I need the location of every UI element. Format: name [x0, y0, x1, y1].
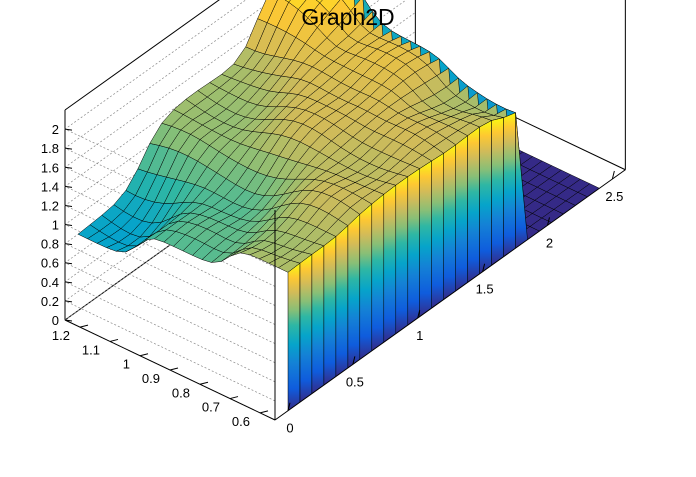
x-tick-label: 1: [416, 328, 423, 343]
x-tick-label: 1.5: [476, 282, 494, 297]
surface-wall-cell: [455, 135, 468, 292]
surface-wall-cell: [443, 144, 456, 300]
surface-wall-cell: [347, 213, 361, 369]
surface-wall-cell: [419, 160, 432, 318]
z-gridline-1: [64, 50, 416, 402]
x-tick-label: 2: [546, 235, 553, 250]
z-tick-mark: [64, 262, 73, 265]
surface-wall-cell: [467, 126, 480, 283]
frame-edge-back-5: [64, 0, 220, 111]
z-tick-label: 0: [52, 313, 59, 328]
z-tick-mark: [64, 224, 73, 227]
surface-cell: [284, 0, 291, 3]
surface-wall-cell: [503, 112, 516, 258]
z-tick-label: 1.8: [41, 141, 59, 156]
x-tick-label: 0.5: [346, 374, 364, 389]
z-gridline-3: [64, 12, 416, 364]
surface-mesh: [77, 0, 600, 412]
z-tick-mark: [64, 243, 73, 246]
z-tick-label: 0.6: [41, 256, 59, 271]
y-tick-mark: [169, 367, 179, 371]
chart-title: Graph2D: [301, 4, 395, 30]
z-tick-mark: [64, 147, 73, 150]
x-tick-mark: [287, 402, 291, 411]
y-tick-label: 0.7: [202, 400, 220, 415]
y-tick-label: 0.6: [232, 414, 250, 429]
x-tick-mark: [352, 356, 356, 365]
z-tick-mark: [64, 204, 73, 207]
z-tick-label: 1.4: [41, 179, 59, 194]
surface-wall-cell: [359, 203, 373, 360]
x-tick-label: 2.5: [605, 189, 623, 204]
y-tick-mark: [199, 381, 209, 385]
frame-edge-front-0: [274, 169, 626, 421]
y-tick-mark: [79, 324, 89, 328]
x-tick-mark: [611, 170, 615, 180]
surface-wall-cell: [371, 193, 385, 352]
surface-wall-cell: [335, 225, 349, 377]
surface-wall-cell: [479, 120, 492, 275]
surface-cell: [288, 0, 307, 10]
surface-wall-cell: [395, 176, 409, 335]
surface-wall-cell: [311, 245, 325, 395]
surface-wall-cell: [491, 117, 504, 266]
x-tick-mark: [482, 263, 486, 272]
z-tick-mark: [64, 128, 73, 131]
z-gridline-4: [64, 0, 407, 344]
y-tick-label: 1.1: [82, 342, 100, 357]
surface-wall-cell: [431, 152, 444, 309]
z-tick-label: 2: [52, 122, 59, 137]
x-tick-mark: [547, 217, 550, 226]
z-tick-mark: [64, 319, 73, 322]
z-tick-label: 0.2: [41, 294, 59, 309]
y-tick-mark: [109, 338, 119, 342]
y-tick-mark: [229, 396, 239, 400]
surface-wall-cell: [323, 235, 337, 386]
surface-wall-cell: [299, 253, 313, 403]
y-tick-label: 1.2: [52, 328, 70, 343]
z-tick-label: 1.2: [41, 198, 59, 213]
z-gridline-2: [64, 31, 416, 383]
z-tick-label: 1: [52, 218, 59, 233]
y-tick-label: 1: [123, 357, 130, 372]
y-tick-mark: [139, 353, 149, 357]
axis-ticks: 0 0.2 0.4 0.6 0.8 1 1.2 1.4 1.6 1.8 2 0 0.5 1 1.5 2 2.5 0…: [41, 122, 623, 436]
z-tick-mark: [64, 281, 73, 284]
z-gridline-5: [64, 0, 380, 325]
z-tick-label: 0.4: [41, 275, 59, 290]
surface-wall-cell: [383, 184, 397, 343]
y-tick-mark: [259, 410, 269, 414]
y-tick-label: 0.9: [142, 371, 160, 386]
y-tick-label: 0.8: [172, 385, 190, 400]
surface-wall-cell: [407, 168, 420, 326]
surface-cell: [315, 0, 323, 4]
z-tick-label: 0.8: [41, 237, 59, 252]
x-tick-label: 0: [286, 421, 293, 436]
z-tick-mark: [64, 185, 73, 188]
x-tick-mark: [417, 309, 421, 319]
z-tick-mark: [64, 166, 73, 169]
z-tick-mark: [64, 300, 73, 303]
z-tick-label: 1.6: [41, 160, 59, 175]
surface-wall-cell: [287, 262, 301, 412]
